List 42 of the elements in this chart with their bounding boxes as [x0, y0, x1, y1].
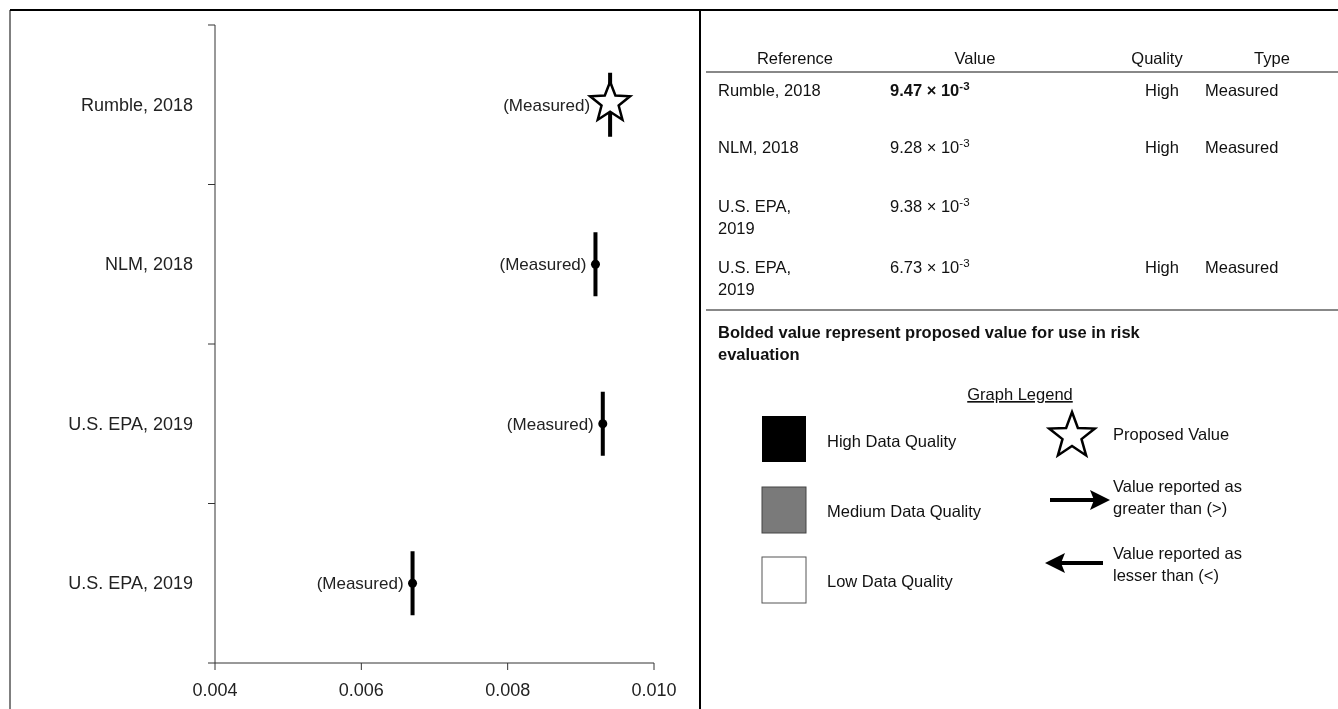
- text: Bolded value represent proposed value for use in risk evaluation: [718, 323, 1141, 363]
- text: 6.73 × 10$^{-3}$: [890, 257, 970, 276]
- data-label: (Measured): [316, 574, 404, 594]
- text: Type: [1254, 49, 1290, 67]
- y-tick-label: NLM, 2018: [104, 254, 193, 275]
- point: [590, 259, 600, 269]
- text: Quality: [1131, 49, 1184, 67]
- text: Medium Data Quality: [827, 502, 982, 520]
- text: 9.47 × 10$^{-3}$: [890, 80, 970, 99]
- x-tick-label: 0.010: [631, 680, 677, 700]
- text: Value reported as lesser than (<): [1113, 544, 1243, 584]
- text: 9.38 × 10$^{-3}$: [890, 196, 970, 215]
- text: Value: [954, 49, 996, 67]
- text: Rumble, 2018: [718, 81, 821, 99]
- point: [598, 419, 608, 429]
- text: Low Data Quality: [827, 572, 954, 590]
- text: U.S. EPA, 2019: [718, 258, 792, 298]
- text: Measured: [1205, 138, 1279, 156]
- text: High: [1145, 258, 1179, 276]
- data-label: (Measured): [503, 95, 591, 115]
- data-label: (Measured): [499, 255, 587, 275]
- text: U.S. EPA, 2019: [718, 197, 792, 237]
- point: [587, 80, 634, 123]
- text: Reference: [756, 49, 834, 67]
- data-label: (Measured): [506, 414, 594, 434]
- text: Measured: [1205, 258, 1279, 276]
- y-tick-label: U.S. EPA, 2019: [68, 573, 193, 594]
- point: [408, 578, 418, 588]
- text: High: [1145, 138, 1179, 156]
- text: Measured: [1205, 81, 1279, 99]
- text: NLM, 2018: [718, 138, 799, 156]
- text: Proposed Value: [1113, 425, 1230, 443]
- text: 9.28 × 10$^{-3}$: [890, 137, 970, 156]
- x-tick-label: 0.006: [338, 680, 384, 700]
- text: Value reported as greater than (>): [1113, 477, 1243, 517]
- text: Graph Legend: [967, 385, 1073, 403]
- text: High Data Quality: [827, 432, 958, 450]
- y-tick-label: Rumble, 2018: [80, 94, 193, 115]
- y-tick-label: U.S. EPA, 2019: [68, 413, 193, 434]
- text: High: [1145, 81, 1179, 99]
- x-tick-label: 0.004: [192, 680, 238, 700]
- x-tick-label: 0.008: [485, 680, 531, 700]
